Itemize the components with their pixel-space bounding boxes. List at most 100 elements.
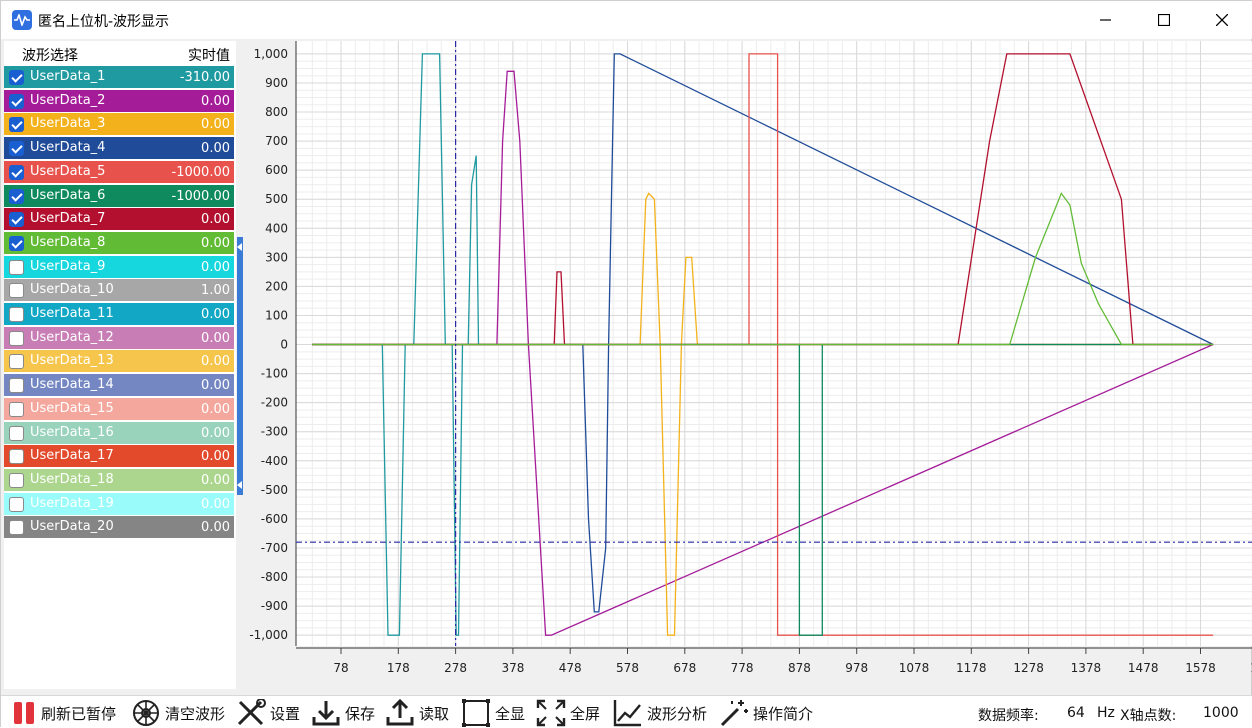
y-tick-label: -900 <box>261 599 288 613</box>
waveform-checkbox[interactable] <box>9 117 24 133</box>
waveform-checkbox[interactable] <box>9 283 24 299</box>
x-tick-label: 1178 <box>956 661 987 675</box>
waveform-checkbox[interactable] <box>9 307 24 322</box>
clear-waveform-button[interactable]: 清空波形 <box>131 699 225 727</box>
waveform-name: UserData_18 <box>30 471 114 487</box>
y-tick-label: 900 <box>265 76 288 90</box>
waveform-row[interactable]: UserData_7 0.00 <box>4 208 234 231</box>
waveform-row[interactable]: UserData_11 0.00 <box>4 303 234 325</box>
toolbar-label: 波形分析 <box>647 704 708 723</box>
maximize-icon <box>1158 14 1170 26</box>
magic-wand-icon <box>720 700 748 727</box>
save-download-icon <box>312 701 340 726</box>
waveform-checkbox[interactable] <box>9 472 24 488</box>
waveform-name: UserData_4 <box>30 140 106 156</box>
waveform-checkbox[interactable] <box>9 330 24 346</box>
waveform-chart[interactable]: 1,000 900 800 700 600 500 400 300 200 100 0 -100 -20… <box>244 41 1252 691</box>
fit-all-button[interactable]: 全显 <box>461 699 525 727</box>
waveform-name: UserData_3 <box>30 116 106 132</box>
app-waveform-icon <box>12 10 32 30</box>
waveform-checkbox[interactable] <box>9 70 24 85</box>
list-header: 波形选择 实时值 <box>4 41 236 66</box>
y-tick-label: 500 <box>265 192 288 206</box>
waveform-checkbox[interactable] <box>9 425 24 441</box>
settings-button[interactable]: 设置 <box>236 699 300 727</box>
y-tick-label: 400 <box>265 221 288 235</box>
waveform-checkbox[interactable] <box>9 141 24 157</box>
waveform-checkbox[interactable] <box>9 235 24 251</box>
waveform-name: UserData_7 <box>30 211 106 227</box>
header-realtime-value: 实时值 <box>188 48 230 64</box>
pause-icon <box>14 702 34 724</box>
waveform-realtime-value: 0.00 <box>201 425 230 441</box>
waveform-row[interactable]: UserData_5 -1000.00 <box>4 160 234 183</box>
save-button[interactable]: 保存 <box>311 699 375 727</box>
data-frequency-value: 64 <box>1067 705 1085 721</box>
waveform-row[interactable]: UserData_2 0.00 <box>4 89 234 112</box>
toolbar-label: 设置 <box>270 704 301 723</box>
waveform-row[interactable]: UserData_12 0.00 <box>4 326 234 349</box>
waveform-name: UserData_13 <box>30 353 114 369</box>
waveform-row[interactable]: UserData_1 -310.00 <box>4 66 234 88</box>
waveform-realtime-value: 0.00 <box>201 93 230 109</box>
waveform-row[interactable]: UserData_18 0.00 <box>4 468 234 491</box>
waveform-row[interactable]: UserData_16 0.00 <box>4 421 234 444</box>
header-waveform-select: 波形选择 <box>22 48 78 64</box>
x-tick-label: 678 <box>673 661 696 675</box>
panel-splitter[interactable] <box>237 237 243 495</box>
waveform-realtime-value: 0.00 <box>201 235 230 251</box>
y-tick-label: 0 <box>280 338 288 352</box>
waveform-row[interactable]: UserData_13 0.00 <box>4 350 234 373</box>
waveform-checkbox[interactable] <box>9 378 24 394</box>
y-tick-label: -700 <box>261 541 288 555</box>
fit-all-icon <box>462 699 490 727</box>
toolbar-label: 读取 <box>419 704 450 723</box>
minimize-button[interactable] <box>1077 1 1135 39</box>
waveform-row[interactable]: UserData_17 0.00 <box>4 445 234 468</box>
waveform-checkbox[interactable] <box>9 449 24 465</box>
waveform-row[interactable]: UserData_15 0.00 <box>4 397 234 420</box>
fullscreen-button[interactable]: 全屏 <box>536 699 600 727</box>
waveform-checkbox[interactable] <box>9 93 24 109</box>
waveform-row[interactable]: UserData_3 0.00 <box>4 113 234 136</box>
waveform-checkbox[interactable] <box>9 401 24 417</box>
waveform-row[interactable]: UserData_14 0.00 <box>4 374 234 397</box>
instructions-button[interactable]: 操作简介 <box>719 699 813 727</box>
series-line-4 <box>312 53 1214 613</box>
maximize-button[interactable] <box>1135 1 1193 39</box>
waveform-row[interactable]: UserData_9 0.00 <box>4 255 234 278</box>
waveform-checkbox[interactable] <box>9 496 24 512</box>
waveform-row[interactable]: UserData_20 0.00 <box>4 516 234 539</box>
waveform-row[interactable]: UserData_8 0.00 <box>4 231 234 254</box>
x-tick-label: 1278 <box>1013 661 1044 675</box>
waveform-row[interactable]: UserData_10 1.00 <box>4 279 234 302</box>
load-button[interactable]: 读取 <box>385 699 449 727</box>
waveform-checkbox[interactable] <box>9 164 24 180</box>
minimize-icon <box>1100 19 1111 21</box>
close-button[interactable] <box>1193 1 1251 39</box>
y-tick-label: -400 <box>261 454 288 468</box>
y-tick-label: -500 <box>261 483 288 497</box>
toolbar-label: 操作简介 <box>753 704 814 723</box>
waveform-name: UserData_11 <box>30 306 114 321</box>
waveform-checkbox[interactable] <box>9 354 24 370</box>
pause-refresh-button[interactable]: 刷新已暂停 <box>11 699 116 727</box>
waveform-checkbox[interactable] <box>9 212 24 228</box>
series-line-9 <box>312 192 1214 346</box>
waveform-checkbox[interactable] <box>9 188 24 204</box>
waveform-row[interactable]: UserData_19 0.00 <box>4 492 234 515</box>
x-tick-label: 1578 <box>1185 661 1216 675</box>
waveform-row[interactable]: UserData_6 -1000.00 <box>4 184 234 207</box>
waveform-checkbox[interactable] <box>9 520 24 536</box>
title-bar: 匿名上位机-波形显示 <box>1 1 1252 39</box>
y-tick-label: -600 <box>261 512 288 526</box>
waveform-realtime-value: 0.00 <box>201 520 230 536</box>
x-tick-label: 978 <box>845 661 868 675</box>
y-tick-label: 100 <box>265 308 288 322</box>
y-tick-label: 600 <box>265 163 288 177</box>
waveform-realtime-value: 0.00 <box>201 307 230 322</box>
collapse-arrow-icon <box>237 481 242 489</box>
waveform-checkbox[interactable] <box>9 259 24 275</box>
waveform-row[interactable]: UserData_4 0.00 <box>4 137 234 160</box>
waveform-analysis-button[interactable]: 波形分析 <box>613 699 707 727</box>
